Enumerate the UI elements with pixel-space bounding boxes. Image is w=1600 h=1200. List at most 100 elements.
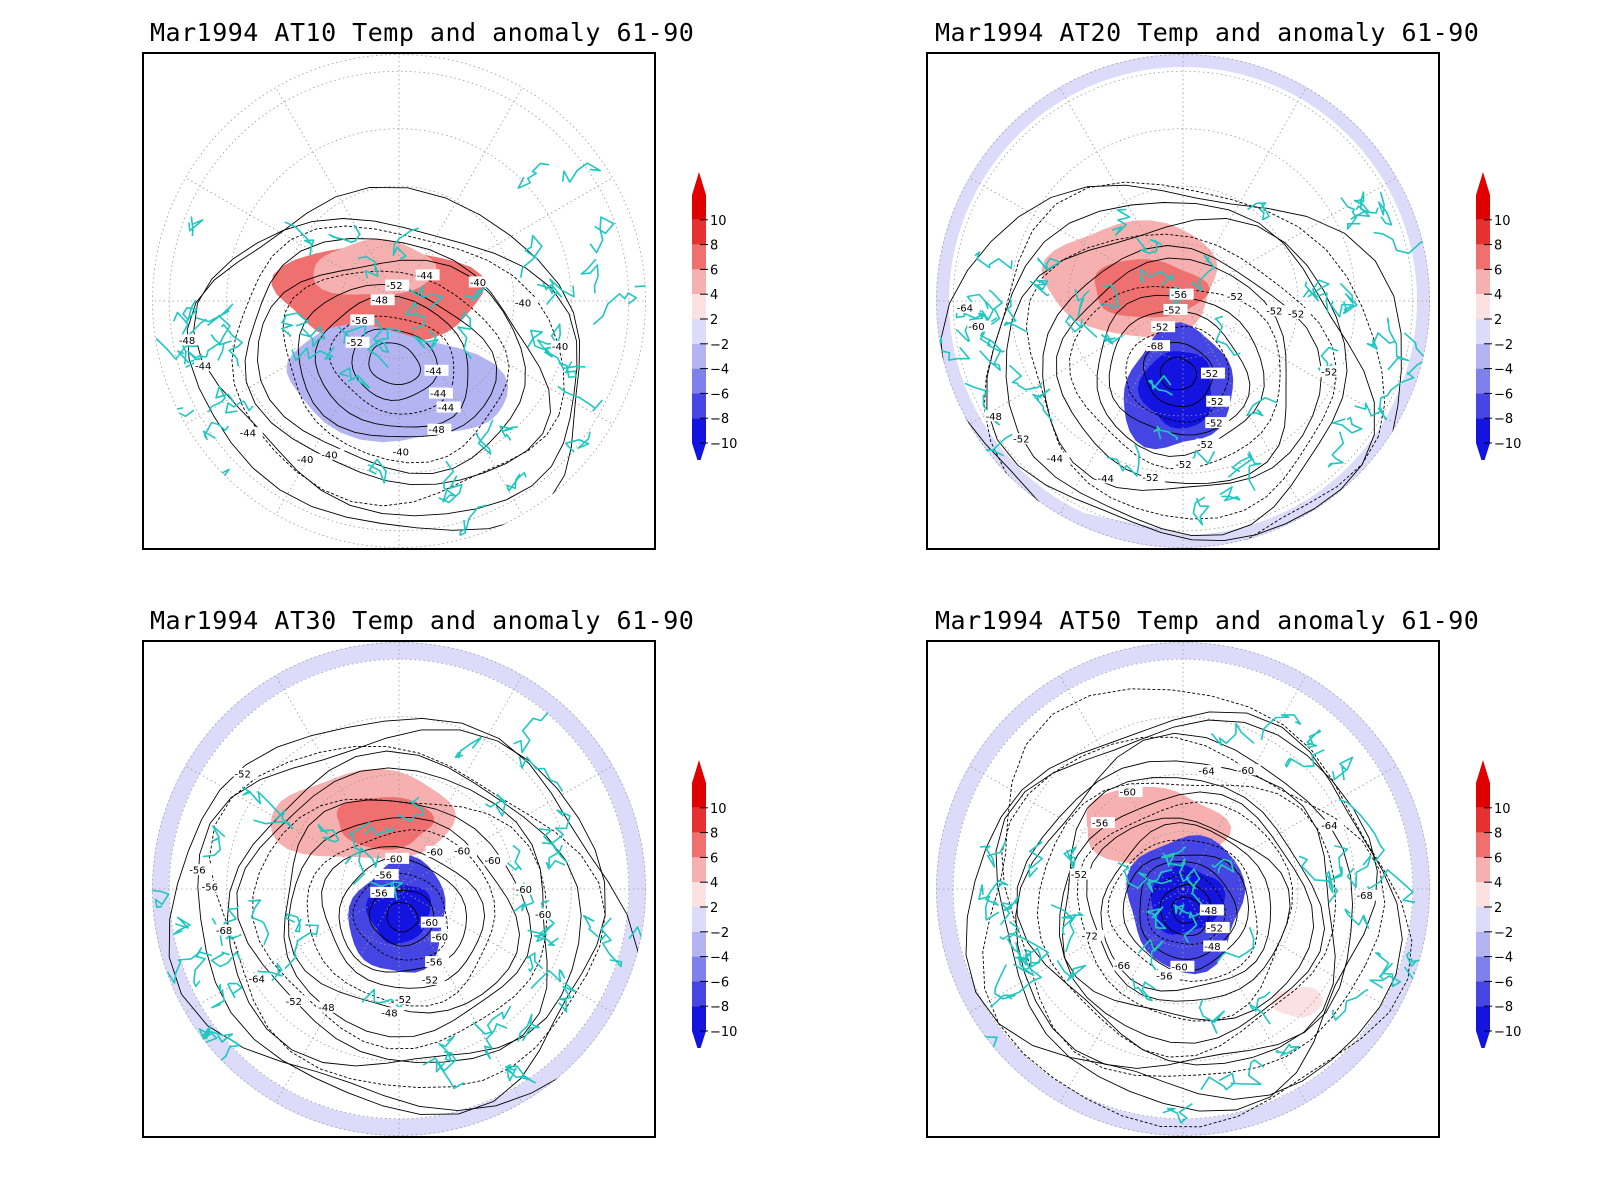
contour-label: -56 [202,882,218,893]
contour-label-bg [514,883,539,895]
temperature-contour [1096,294,1265,457]
temperature-contour [306,829,496,1007]
temperature-contour [1171,896,1201,924]
contour-label-bg [391,446,416,458]
colorbar-min-arrow [1476,1031,1490,1048]
contour-label: -52 [235,769,251,780]
contour-label: -48 [381,1009,397,1020]
anomaly-warm-area [1271,986,1323,1018]
colorbar-tick-label: −6 [1494,975,1513,990]
contour-label-bg [380,1007,405,1019]
meridian-line [1182,300,1307,516]
map-edge [152,54,646,548]
coastline [177,216,335,414]
contour-label: -56 [189,866,205,877]
colorbar-band [1476,783,1490,808]
contour-label: -52 [1207,397,1223,408]
temperature-contour [368,890,435,947]
colorbar-band [1476,1006,1490,1031]
contour-label: -68 [1357,891,1373,902]
contour-label: -44 [1047,454,1063,465]
temperature-contour [1139,861,1238,960]
colorbar-band [692,319,706,344]
colorbar-band [1476,832,1490,858]
colorbar-tick-label: −6 [710,387,729,402]
contour-label: -52 [1071,870,1087,881]
meridian-line [1182,674,1307,890]
colorbar-band [692,269,706,295]
contour-label-bg [1286,308,1311,320]
temperature-contour [983,181,1386,548]
contour-label-bg [320,448,345,460]
contour-label-bg [194,360,219,372]
contour-label-bg [295,453,320,465]
meridian-line [968,177,1184,302]
temperature-contour [328,315,455,415]
colorbar-band [1476,418,1490,443]
colorbar: 10 8 6 4 2 −2 −4 −6 −8 −10 [1472,170,1532,460]
contour-label: -56 [1156,972,1172,983]
temperature-contour [231,225,565,507]
contour-label-bg [1205,921,1230,933]
temperature-contour [297,283,498,438]
panel-title: Mar1994 AT30 Temp and anomaly 61-90 [150,606,695,635]
colorbar-min-arrow [1476,443,1490,460]
contour-label-bg [1146,340,1171,352]
latitude-circle [1125,831,1241,947]
colorbar-tick-label: −4 [710,363,729,378]
colorbar-band [692,418,706,443]
colorbar-tick-label: −8 [710,412,729,427]
contour-label-bg [1069,868,1094,880]
meridian-line [1182,86,1307,302]
meridian-line [398,765,614,890]
contour-label-bg [1118,786,1143,798]
contour-label-bg [420,916,445,928]
contour-label-bg [483,854,508,866]
temperature-contour [244,238,551,486]
contour-label-bg [1199,904,1224,916]
coastline [1131,927,1300,1124]
anomaly-warm-area [1094,259,1210,318]
colorbar-tick-label: −10 [710,1025,737,1040]
contour-label: -52 [1266,307,1282,318]
colorbar-scale: 10 8 6 4 2 −2 −4 −6 −8 −10 [1476,172,1521,460]
contour-label-bg [967,320,992,332]
contour-label-bg [1141,471,1166,483]
colorbar-tick-label: −2 [710,338,729,353]
latitude-circle [283,185,515,417]
colorbar-tick-label: 4 [710,876,718,891]
temperature-contour [257,259,526,475]
contour-label-bg [1203,940,1228,952]
contour-label-bg [1206,395,1231,407]
colorbar-band [692,907,706,932]
temperature-contour [1016,760,1336,1066]
panel-title: Mar1994 AT20 Temp and anomaly 61-90 [935,18,1480,47]
contour-label: -64 [249,975,265,986]
latitude-circle [341,243,457,359]
colorbar-band [692,195,706,220]
colorbar-scale: 10 8 6 4 2 −2 −4 −6 −8 −10 [692,172,737,460]
contour-label: -56 [371,888,387,899]
map-disc [936,642,1430,1136]
contour-label-bg [1169,288,1194,300]
contour-label: -60 [427,847,443,858]
contour-label: -40 [297,455,313,466]
contour-label: -56 [1092,819,1108,830]
contour-label-bg [1320,819,1345,831]
colorbar-tick-label: −4 [1494,363,1513,378]
temperature-contour [965,711,1403,1100]
contour-label: -52 [1288,310,1304,321]
coastline [454,712,571,946]
contour-label-bg [394,993,419,1005]
contour-label-bg [428,387,453,399]
contour-label: -44 [240,429,256,440]
colorbar-band [1476,882,1490,907]
contour-label-bg [370,294,395,306]
colorbar-band [1476,368,1490,394]
contour-label: -60 [1171,962,1187,973]
contour-label: -40 [393,448,409,459]
contour-label: -56 [376,870,392,881]
colorbar-tick-label: 4 [710,288,718,303]
colorbar-tick-label: 6 [710,851,718,866]
colorbar-tick-label: 2 [1494,901,1502,916]
